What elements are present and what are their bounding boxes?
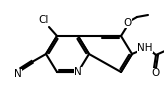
Text: NH: NH: [137, 43, 153, 53]
Text: O: O: [151, 68, 159, 78]
Text: N: N: [74, 67, 82, 77]
Text: O: O: [124, 18, 132, 28]
Text: N: N: [14, 69, 22, 79]
Text: Cl: Cl: [39, 15, 49, 25]
